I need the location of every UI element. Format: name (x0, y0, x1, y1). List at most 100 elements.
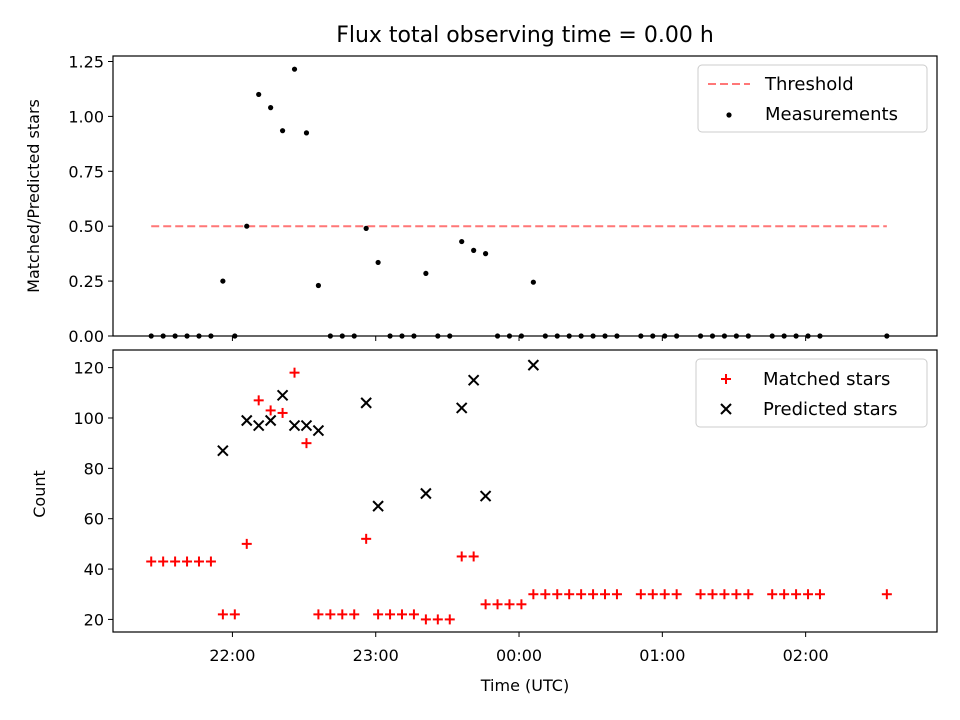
bottom-xtick-label: 01:00 (639, 646, 685, 665)
measurement-point (423, 270, 429, 277)
matched-star-point (337, 609, 348, 620)
measurement-point (268, 105, 274, 111)
measurement-point (471, 247, 477, 253)
matched-star-point (576, 589, 587, 600)
top-ytick-label: 0.25 (68, 272, 104, 291)
matched-star-point (361, 533, 372, 544)
measurement-point (459, 238, 465, 245)
top-x-axis-ticks (231, 336, 807, 341)
predicted-star-point (527, 359, 540, 371)
predicted-star-point (372, 500, 384, 512)
chart-title: Flux total observing time = 0.00 h (336, 23, 714, 48)
matched-star-point (241, 538, 252, 549)
legend-measurements-swatch (726, 112, 732, 118)
matched-star-point (528, 589, 539, 600)
matched-star-point (480, 599, 491, 610)
predicted-star-point (300, 419, 313, 432)
measurement-point (279, 128, 286, 134)
matched-star-point (659, 589, 670, 600)
bottom-ytick-label: 40 (84, 560, 104, 579)
matched-star-point (779, 589, 790, 600)
matched-star-point (146, 556, 157, 567)
matched-star-point (265, 405, 276, 416)
predicted-star-point (252, 419, 265, 432)
bottom-xtick-label: 00:00 (496, 646, 542, 665)
matched-star-point (193, 556, 204, 567)
bottom-ytick-label: 100 (73, 409, 104, 428)
top-y-axis-label: Matched/Predicted stars (24, 99, 43, 293)
legend-predicted-label: Predicted stars (763, 399, 897, 420)
legend-predicted-swatch (720, 403, 732, 415)
matched-star-point (229, 609, 240, 620)
bottom-ytick-label: 80 (84, 459, 104, 478)
bottom-x-axis-ticks: 22:00 23:00 00:00 01:00 02:00 (209, 632, 829, 665)
matched-star-point (349, 609, 360, 620)
measurement-point (220, 278, 226, 284)
top-plot-panel: 0.00 0.25 0.50 0.75 1.00 1.25 Matched/Predict… (24, 52, 938, 346)
top-legend: Threshold Measurements (697, 64, 928, 133)
matched-star-point (695, 589, 706, 600)
matched-star-point (803, 589, 814, 600)
matched-star-point (289, 367, 300, 378)
matched-star-point (552, 589, 563, 600)
bottom-plot-data (146, 359, 892, 625)
matched-star-point (516, 599, 527, 610)
bottom-y-axis-label: Count (30, 470, 49, 518)
matched-star-point (313, 609, 324, 620)
legend-measurements-label: Measurements (765, 104, 898, 125)
measurement-point (375, 259, 381, 266)
bottom-x-axis-label: Time (UTC) (480, 676, 569, 695)
matched-star-point (647, 589, 658, 600)
predicted-star-point (264, 414, 277, 427)
measurement-point (256, 91, 262, 98)
legend-matched-label: Matched stars (763, 369, 890, 390)
matched-star-point (707, 589, 718, 600)
matched-star-point (432, 614, 443, 625)
matched-star-point (540, 589, 551, 600)
measurement-point (315, 282, 322, 289)
matched-star-point (600, 589, 611, 600)
predicted-star-point (479, 490, 492, 502)
matched-star-point (325, 609, 336, 620)
bottom-ytick-label: 120 (73, 359, 104, 378)
matched-star-point (385, 609, 396, 620)
matched-star-point (420, 614, 431, 625)
bottom-xtick-label: 23:00 (353, 646, 399, 665)
matched-star-point (205, 556, 216, 567)
matched-star-point (158, 556, 169, 567)
bottom-plot-panel: 20 40 60 80 100 120 22:00 23:00 00:00 01:00 02:00… (30, 349, 938, 695)
measurement-point (530, 279, 536, 285)
matched-star-point (881, 589, 892, 600)
predicted-star-point (288, 419, 301, 432)
matched-star-point (468, 551, 479, 562)
top-ytick-label: 1.00 (68, 107, 104, 126)
legend-matched-swatch (721, 374, 731, 384)
matched-star-point (671, 589, 682, 600)
bottom-xtick-label: 02:00 (783, 646, 829, 665)
bottom-ytick-label: 20 (84, 610, 104, 629)
predicted-star-point (467, 374, 480, 386)
bottom-legend-box (695, 358, 928, 428)
top-ytick-label: 0.50 (68, 217, 104, 236)
matched-star-point (791, 589, 802, 600)
measurement-point (244, 223, 250, 229)
predicted-star-point (360, 397, 372, 409)
top-y-axis-ticks: 0.00 0.25 0.50 0.75 1.00 1.25 (68, 52, 113, 346)
predicted-star-point (312, 424, 325, 437)
top-ytick-label: 0.75 (68, 162, 104, 181)
matched-star-point (564, 589, 575, 600)
matched-star-point (635, 589, 646, 600)
matched-star-point (767, 589, 778, 600)
matched-star-point (277, 407, 288, 418)
top-legend-box (697, 64, 928, 133)
measurement-point (482, 251, 489, 257)
bottom-y-axis-ticks: 20 40 60 80 100 120 (73, 359, 113, 629)
matched-star-point (731, 589, 742, 600)
matched-star-point (217, 609, 228, 620)
predicted-star-point (276, 389, 289, 402)
matched-star-point (588, 589, 599, 600)
matched-star-point (611, 589, 622, 600)
matched-star-point (492, 599, 503, 610)
top-plot-frame (112, 55, 938, 337)
